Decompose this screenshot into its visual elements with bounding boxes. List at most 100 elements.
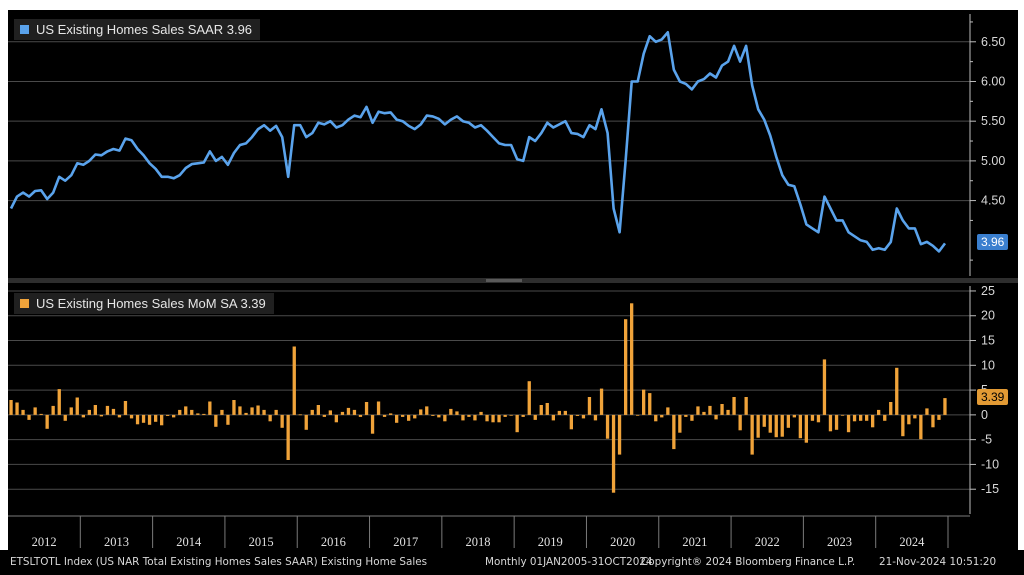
lower-bar xyxy=(419,409,423,415)
lower-bar xyxy=(834,414,839,430)
lower-bar xyxy=(93,405,97,415)
lower-panel-gridlines xyxy=(8,290,970,490)
lower-bar xyxy=(925,408,929,415)
lower-ytick-label: 0 xyxy=(981,408,988,422)
lower-bar xyxy=(310,409,314,415)
lower-bar xyxy=(798,414,802,439)
lower-bar xyxy=(533,414,537,420)
lower-bar xyxy=(931,414,935,428)
lower-bar xyxy=(425,406,429,415)
lower-bar xyxy=(611,414,616,493)
lower-bar xyxy=(678,414,682,433)
lower-bar xyxy=(871,414,875,428)
lower-bar xyxy=(274,409,278,415)
lower-bar xyxy=(708,405,712,415)
lower-bar xyxy=(334,414,338,423)
lower-bar xyxy=(39,413,43,415)
lower-bar xyxy=(449,408,453,415)
lower-bar xyxy=(286,414,290,460)
lower-bar xyxy=(141,414,146,423)
lower-bar xyxy=(184,406,188,415)
lower-bar xyxy=(515,414,519,433)
lower-bar xyxy=(413,414,417,419)
lower-bar xyxy=(401,414,405,417)
lower-bar xyxy=(479,411,483,415)
lower-ytick-label: 20 xyxy=(981,309,995,323)
lower-bar xyxy=(105,405,110,415)
lower-bar xyxy=(895,367,899,415)
lower-ytick-label: -10 xyxy=(981,457,999,471)
upper-panel-line xyxy=(9,30,947,253)
lower-bar xyxy=(196,413,200,415)
upper-ytick-label: 5.50 xyxy=(981,114,1005,128)
x-tick-label: 2024 xyxy=(899,535,925,549)
lower-bar xyxy=(220,409,224,415)
lower-bar xyxy=(135,414,140,425)
lower-bar xyxy=(27,414,31,420)
x-tick-label: 2013 xyxy=(104,535,129,549)
lower-bar xyxy=(828,414,833,432)
lower-bar xyxy=(431,414,435,416)
x-axis: 2012 2013 2014 2015 2016 2017 2018 2019 2020 2021… xyxy=(8,515,970,549)
lower-bar xyxy=(822,359,827,415)
lower-bar xyxy=(527,381,531,415)
lower-bar xyxy=(877,409,881,415)
x-tick-label: 2023 xyxy=(827,535,852,549)
lower-bar xyxy=(744,397,748,415)
lower-bar xyxy=(250,407,254,415)
lower-bar xyxy=(636,414,640,416)
lower-bar xyxy=(605,414,610,439)
lower-bar xyxy=(485,414,489,422)
lower-bar xyxy=(87,409,91,415)
lower-bar xyxy=(804,414,808,443)
x-tick-label: 2019 xyxy=(538,535,563,549)
lower-legend-swatch xyxy=(20,299,29,308)
lower-bar xyxy=(503,414,507,417)
lower-bar xyxy=(569,414,573,430)
lower-panel-y-axis: -15-10-50510152025 xyxy=(969,284,999,514)
lower-bar xyxy=(732,397,736,415)
lower-bar xyxy=(756,414,760,438)
lower-bar xyxy=(907,414,911,425)
lower-bar xyxy=(660,414,664,418)
x-tick-label: 2020 xyxy=(610,535,635,549)
lower-bar xyxy=(81,414,85,418)
lower-bar xyxy=(738,414,742,431)
lower-bar xyxy=(437,414,441,418)
lower-bar xyxy=(226,414,230,425)
lower-bar xyxy=(539,405,543,415)
lower-bar xyxy=(407,414,411,421)
lower-bar xyxy=(792,414,796,418)
lower-bar xyxy=(238,406,242,415)
lower-bar xyxy=(726,409,730,415)
lower-bar xyxy=(298,414,302,416)
x-tick-label: 2022 xyxy=(755,535,780,549)
lower-bar xyxy=(256,405,260,415)
lower-bar xyxy=(166,414,170,416)
lower-bar xyxy=(147,414,152,425)
lower-bar xyxy=(840,414,845,416)
upper-legend: US Existing Homes Sales SAAR 3.96 xyxy=(14,19,261,40)
lower-bar xyxy=(883,414,887,421)
lower-bar xyxy=(901,414,905,437)
lower-bar xyxy=(768,414,772,433)
lower-bar xyxy=(666,407,670,415)
lower-bar xyxy=(889,402,893,415)
lower-bar xyxy=(593,414,598,421)
lower-ytick-label: -5 xyxy=(981,433,992,447)
lower-bar xyxy=(57,389,61,415)
lower-bar xyxy=(395,414,399,423)
lower-bar xyxy=(322,414,326,417)
lower-bar xyxy=(786,414,790,428)
upper-legend-label: US Existing Homes Sales SAAR 3.96 xyxy=(36,22,253,37)
lower-bar xyxy=(491,414,495,423)
lower-bar xyxy=(846,414,851,433)
lower-bar xyxy=(702,411,706,415)
lower-ytick-label: -15 xyxy=(981,482,999,496)
lower-bar xyxy=(99,414,103,417)
panel-divider-handle[interactable] xyxy=(486,279,522,282)
x-tick-label: 2016 xyxy=(321,535,346,549)
lower-bar xyxy=(810,414,815,421)
lower-bar xyxy=(304,414,308,430)
